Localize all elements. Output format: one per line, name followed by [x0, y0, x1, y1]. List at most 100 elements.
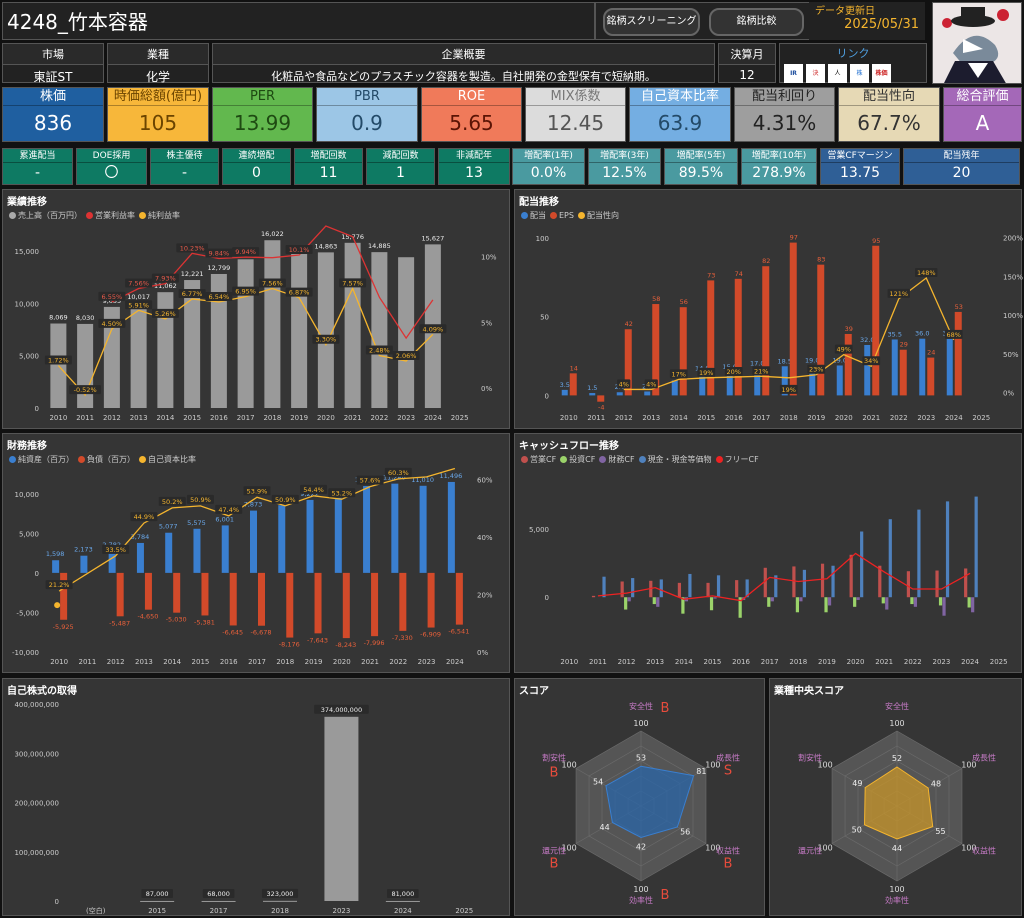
- stat-value: -: [34, 165, 41, 181]
- compare-button[interactable]: 銘柄比較: [709, 8, 804, 36]
- x-tick-label: 2024: [424, 414, 442, 422]
- equity-ratio-point: [54, 602, 61, 609]
- x-tick-label: 2014: [156, 414, 174, 422]
- x-tick-label: 2025: [451, 414, 469, 422]
- screening-button[interactable]: 銘柄スクリーニング: [603, 8, 700, 36]
- haito-title: 配当推移: [519, 197, 559, 208]
- y2-tick-label: 50%: [1003, 351, 1019, 359]
- overview-value: 化粧品や食品などのプラスチック容器を製造。自社開発の金型保有で短納期。: [271, 70, 656, 83]
- debt-bar: [399, 572, 407, 631]
- eps-bar: [927, 357, 935, 396]
- stat-value: 89.5%: [678, 165, 724, 181]
- ir-link-icon[interactable]: IR: [784, 64, 803, 83]
- x-tick-label: 2010: [560, 414, 578, 422]
- x-tick-label: 2016: [725, 414, 743, 422]
- kpi-label: 総合評価: [944, 88, 1021, 106]
- equity-bar: [334, 497, 342, 573]
- x-tick-label: 2025: [455, 907, 473, 915]
- dividend-bar: [864, 344, 871, 396]
- x-tick-label: 2016: [732, 658, 750, 666]
- x-tick-label: 2023: [333, 907, 351, 915]
- data-label: 5.26%: [155, 310, 176, 318]
- kpi-1: 時価総額(億円) 105: [107, 87, 209, 142]
- legend-label: フリーCF: [724, 455, 759, 464]
- revenue-bar: [317, 252, 334, 408]
- cf-bar: [971, 597, 975, 613]
- data-label: 53.2%: [331, 489, 352, 497]
- data-label-bg: [176, 243, 208, 253]
- cf-bar: [942, 597, 946, 616]
- kpi-value: 13.99: [233, 111, 292, 135]
- equity-bar: [391, 483, 399, 573]
- data-label: -6,678: [251, 629, 272, 637]
- x-tick-label: 2017: [237, 414, 255, 422]
- kpi-label: ROE: [422, 88, 521, 106]
- data-label-bg: [834, 344, 853, 354]
- data-label: 11,062: [154, 282, 177, 290]
- cf-bar: [763, 567, 767, 598]
- data-label: 74: [735, 270, 743, 278]
- chart-link-icon[interactable]: 株: [850, 64, 869, 83]
- data-label-bg: [205, 291, 233, 301]
- zaimu-legend: 純資産（百万） 負債（百万） 自己資本比率: [5, 454, 196, 465]
- stat-2: 株主優待 -: [150, 148, 219, 185]
- cf-bar: [709, 597, 714, 611]
- stat-value: -: [181, 165, 188, 181]
- revenue-bar: [398, 257, 415, 408]
- dividend-bar: [616, 392, 623, 396]
- x-tick-label: 2010: [560, 658, 578, 666]
- cf-bar: [913, 597, 918, 607]
- data-label-bg: [178, 288, 206, 298]
- data-label: 58: [652, 295, 660, 303]
- debt-bar: [455, 572, 463, 625]
- radar-value: 53: [636, 753, 646, 762]
- kpi-label: PBR: [317, 88, 417, 106]
- cf-bar: [656, 597, 660, 607]
- revenue-bar: [210, 273, 227, 408]
- y-tick-label: 200,000,000: [14, 800, 59, 808]
- zaimu-title: 財務推移: [7, 441, 47, 452]
- stat-label: DOE採用: [77, 149, 146, 163]
- kessan-link-icon[interactable]: 決: [806, 64, 825, 83]
- data-label: 10.1%: [289, 246, 310, 254]
- y-tick-label: 5,000: [529, 526, 549, 534]
- person-link-icon[interactable]: 人: [828, 64, 847, 83]
- industry-label: 業種: [108, 44, 208, 65]
- cf-bar: [853, 597, 857, 607]
- legend-dot: [139, 212, 146, 219]
- data-label: 68,000: [207, 890, 230, 898]
- data-label: 44.9%: [134, 513, 155, 521]
- data-label: 11,010: [411, 476, 434, 484]
- data-label-bg: [312, 334, 340, 344]
- radar-axis-label: 収益性: [716, 846, 740, 856]
- data-label: 50.9%: [190, 496, 211, 504]
- debt-bar: [229, 572, 237, 626]
- x-tick-label: 2021: [875, 658, 893, 666]
- data-label: 7.56%: [262, 280, 283, 288]
- page-title: 4248_竹本容器: [7, 10, 148, 34]
- stat-label: 営業CFマージン: [821, 149, 899, 163]
- jisha-panel: 自己株式の取得 0 100,000,000 200,000,000 300,000,0…: [2, 678, 510, 916]
- kpi-value: 4.31%: [752, 111, 817, 135]
- equity-bar: [108, 550, 116, 573]
- data-label-bg: [186, 494, 214, 504]
- data-label: -0.52%: [74, 386, 97, 394]
- cf-bar: [885, 597, 889, 610]
- dividend-bar: [644, 391, 651, 396]
- data-label-bg: [141, 888, 173, 898]
- equity-bar: [221, 525, 229, 573]
- legend-dot: [9, 456, 16, 463]
- x-tick-label: 2016: [220, 658, 238, 666]
- radar-grade: B: [661, 701, 670, 716]
- debt-bar: [427, 572, 435, 628]
- data-label: 54.4%: [303, 486, 324, 494]
- x-tick-label: 2020: [317, 414, 335, 422]
- data-label: 8,069: [49, 314, 68, 322]
- free-cf-line: [597, 552, 971, 602]
- kabuka-link-icon[interactable]: 株価: [872, 64, 891, 83]
- cf-bar: [945, 501, 950, 598]
- data-label-bg: [356, 475, 384, 485]
- y-tick-label: 300,000,000: [14, 750, 59, 758]
- legend-dot: [9, 212, 16, 219]
- radar-max-label: 100: [561, 844, 576, 853]
